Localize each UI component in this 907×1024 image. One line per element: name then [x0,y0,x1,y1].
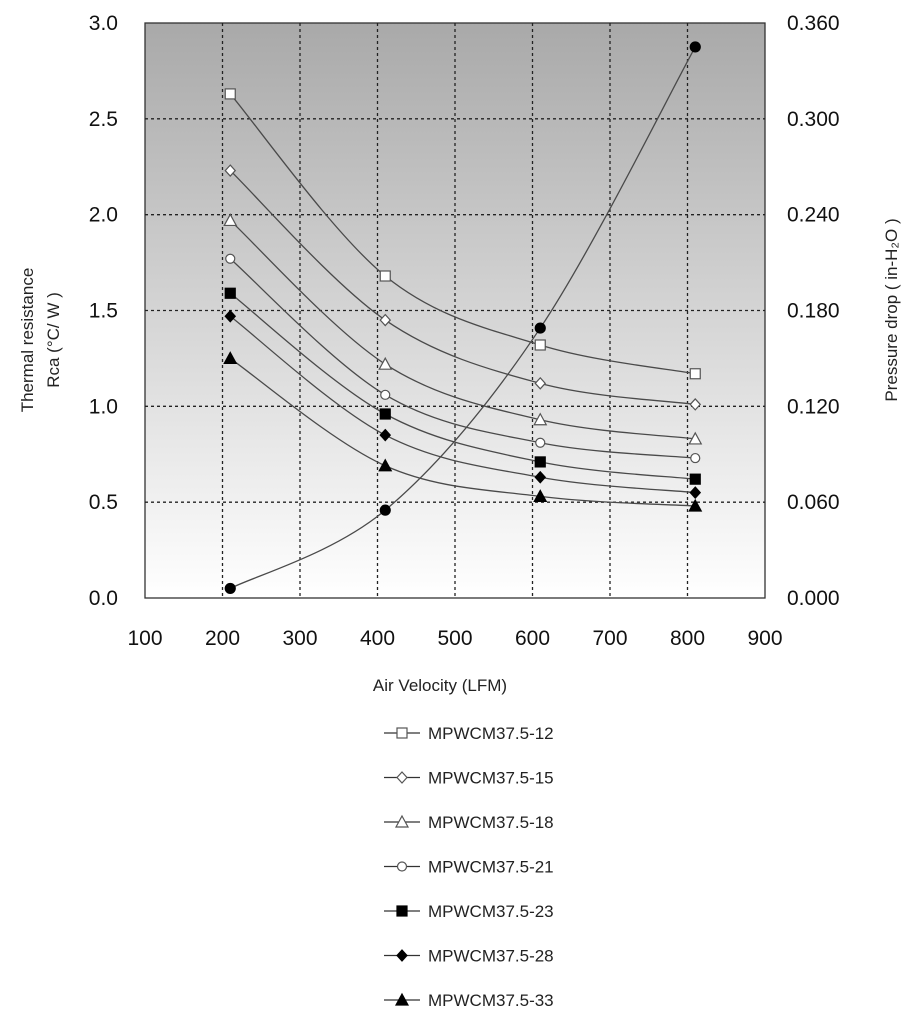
data-point-0 [689,368,701,380]
y2-tick-label: 0.120 [787,395,840,418]
y2-tick-label: 0.000 [787,587,840,610]
legend-label: MPWCM37.5-18 [428,813,554,832]
data-point-1 [689,398,702,411]
gridlines [145,23,765,598]
data-point-0 [379,270,391,282]
y-axis-title-line1: Thermal resistance [18,268,37,413]
x-tick-label: 500 [437,627,472,650]
x-tick-label: 300 [282,627,317,650]
legend-label: MPWCM37.5-12 [428,724,554,743]
y2-axis-ticks: 0.000 0.060 0.120 0.180 0.240 0.300 0.360 [787,12,840,610]
data-point-4 [534,456,546,468]
x-tick-label: 400 [360,627,395,650]
data-point-5 [534,470,547,484]
series-line-4 [229,292,696,480]
x-tick-label: 800 [670,627,705,650]
x-tick-label: 200 [205,627,240,650]
y-tick-label: 2.0 [89,204,118,227]
legend-marker [396,771,408,784]
data-point-6 [223,351,238,365]
legend-label: MPWCM37.5-33 [428,991,554,1010]
data-point-0 [534,339,546,351]
legend-marker [396,861,408,872]
data-point-1 [224,164,237,177]
x-axis-title: Air Velocity (LFM) [373,676,507,695]
data-point-3 [380,389,391,400]
legend-label: MPWCM37.5-23 [428,902,554,921]
data-point-7 [689,41,701,53]
y2-tick-label: 0.360 [787,12,840,35]
data-point-5 [379,428,392,442]
series-line-7 [229,46,696,589]
y-tick-label: 0.5 [89,491,118,514]
y2-axis-title: Pressure drop ( in-H₂O ) [882,218,901,401]
data-point-2 [533,412,548,426]
y2-tick-label: 0.060 [787,491,840,514]
series-line-5 [229,315,696,494]
series-line-1 [229,170,696,406]
x-axis-ticks: 100 200 300 400 500 600 700 800 900 [127,627,782,650]
data-point-7 [534,322,546,334]
data-point-2 [223,213,238,227]
legend-marker [396,727,408,739]
data-point-7 [379,504,391,516]
x-tick-label: 600 [515,627,550,650]
y-axis-ticks: 0.0 0.5 1.0 1.5 2.0 2.5 3.0 [89,12,118,610]
y2-tick-label: 0.240 [787,204,840,227]
series-line-6 [229,357,696,507]
legend-marker [394,814,410,828]
data-point-6 [533,489,548,503]
y-tick-label: 1.5 [89,300,118,323]
x-tick-label: 700 [592,627,627,650]
legend-label: MPWCM37.5-15 [428,769,554,788]
data-point-2 [688,431,703,445]
x-tick-label: 100 [127,627,162,650]
y2-tick-label: 0.300 [787,108,840,131]
data-point-4 [224,287,236,299]
series-layer [223,41,703,595]
legend-marker [396,949,408,962]
legend-label: MPWCM37.5-21 [428,858,554,877]
data-point-4 [689,473,701,485]
series-line-2 [229,219,696,440]
data-point-3 [535,437,546,448]
y-tick-label: 1.0 [89,395,118,418]
y-tick-label: 0.0 [89,587,118,610]
data-point-5 [224,309,237,323]
y-axis-title-line2: Rca (°C/ W ) [44,292,63,388]
series-line-0 [229,93,696,375]
x-tick-label: 900 [747,627,782,650]
y2-tick-label: 0.180 [787,300,840,323]
data-point-1 [379,313,392,327]
data-point-6 [378,458,393,472]
data-point-3 [225,253,236,264]
data-point-5 [689,486,702,499]
legend-marker [394,992,410,1006]
y-tick-label: 3.0 [89,12,118,35]
series-line-3 [229,258,696,459]
data-point-7 [224,582,236,595]
data-point-3 [690,452,701,464]
data-point-0 [224,88,236,100]
data-point-2 [378,356,393,370]
data-point-6 [688,498,703,512]
data-point-4 [379,408,391,420]
legend: MPWCM37.5-12 MPWCM37.5-15 MPWCM37.5-18 MPWC… [384,724,554,1010]
y-tick-label: 2.5 [89,108,118,131]
legend-label: MPWCM37.5-28 [428,947,554,966]
legend-marker [396,905,408,917]
data-point-1 [534,376,547,390]
